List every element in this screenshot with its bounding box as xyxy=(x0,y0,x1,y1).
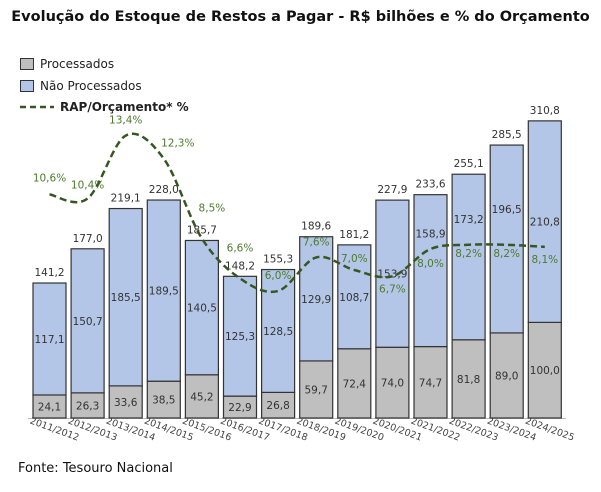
label-total: 181,2 xyxy=(339,229,369,241)
label-processados: 26,8 xyxy=(266,400,289,412)
label-nao-processados: 173,2 xyxy=(454,214,484,226)
label-rap: 7,0% xyxy=(341,253,368,265)
bar-nao-processados xyxy=(70,248,105,394)
label-rap: 6,6% xyxy=(227,242,254,254)
label-rap: 13,4% xyxy=(109,115,142,127)
chart-title: Evolução do Estoque de Restos a Pagar - … xyxy=(11,9,590,25)
label-nao-processados: 153,9 xyxy=(377,269,407,281)
label-processados: 74,7 xyxy=(419,377,442,389)
bar-nao-processados xyxy=(108,207,143,387)
label-total: 285,5 xyxy=(492,129,522,141)
label-total: 141,2 xyxy=(34,267,64,279)
bar-processados xyxy=(489,332,524,419)
bar-processados xyxy=(451,339,486,419)
bar-nao-processados xyxy=(222,275,258,397)
label-nao-processados: 117,1 xyxy=(34,334,64,346)
source-note: Fonte: Tesouro Nacional xyxy=(18,461,173,476)
label-processados: 45,2 xyxy=(190,391,213,403)
bar-nao-processados xyxy=(146,199,181,382)
label-nao-processados: 189,5 xyxy=(149,286,179,298)
label-processados: 22,9 xyxy=(228,402,251,414)
bar-processados xyxy=(299,360,334,419)
legend-dash xyxy=(20,105,54,109)
label-processados: 100,0 xyxy=(530,365,560,377)
label-total: 227,9 xyxy=(377,184,407,196)
label-rap: 10,6% xyxy=(33,172,66,184)
label-rap: 6,0% xyxy=(265,270,292,282)
label-total: 177,0 xyxy=(73,233,103,245)
legend-swatch xyxy=(20,80,34,92)
label-processados: 89,0 xyxy=(495,370,518,382)
label-nao-processados: 158,9 xyxy=(415,229,445,241)
label-nao-processados: 125,3 xyxy=(225,331,255,343)
label-total: 189,6 xyxy=(301,221,331,233)
label-total: 310,8 xyxy=(530,105,560,117)
bar-nao-processados xyxy=(413,194,448,348)
legend-rap: RAP/Orçamento* % xyxy=(20,100,189,114)
label-processados: 72,4 xyxy=(343,378,367,390)
bar-nao-processados xyxy=(184,239,219,376)
label-rap: 7,6% xyxy=(303,236,330,248)
bar-processados xyxy=(261,391,296,419)
label-rap: 8,5% xyxy=(199,203,226,215)
label-processados: 26,3 xyxy=(76,400,99,412)
bar-nao-processados xyxy=(32,282,67,396)
label-processados: 74,0 xyxy=(381,378,404,390)
label-rap: 8,2% xyxy=(493,248,520,260)
label-processados: 24,1 xyxy=(38,401,61,413)
label-rap: 6,7% xyxy=(379,283,406,295)
bar-nao-processados xyxy=(261,268,296,393)
bar-nao-processados xyxy=(527,120,562,323)
label-rap: 8,1% xyxy=(531,254,558,266)
bar-processados xyxy=(146,380,181,419)
label-nao-processados: 140,5 xyxy=(187,303,217,315)
label-total: 148,2 xyxy=(225,260,255,272)
label-total: 233,6 xyxy=(415,179,445,191)
label-processados: 33,6 xyxy=(114,397,138,409)
legend-processados: Processados xyxy=(20,57,114,71)
label-processados: 59,7 xyxy=(305,384,328,396)
bar-nao-processados xyxy=(489,144,524,334)
legend-label: Processados xyxy=(40,57,115,71)
label-nao-processados: 128,5 xyxy=(263,326,293,338)
bar-nao-processados xyxy=(337,244,372,350)
label-rap: 10,4% xyxy=(71,180,104,192)
bar-processados xyxy=(413,345,448,419)
rap-line xyxy=(49,132,545,294)
label-total: 228,0 xyxy=(149,184,179,196)
bar-processados xyxy=(375,346,410,419)
bar-processados xyxy=(108,385,143,419)
legend-label: Não Processados xyxy=(40,79,142,93)
label-total: 219,1 xyxy=(111,193,141,205)
label-total: 155,3 xyxy=(263,254,293,266)
legend-swatch xyxy=(20,58,34,70)
bar-nao-processados xyxy=(451,173,486,341)
legend-nao-processados: Não Processados xyxy=(20,79,142,93)
label-nao-processados: 196,5 xyxy=(492,204,522,216)
label-total: 255,1 xyxy=(454,158,484,170)
label-total: 185,7 xyxy=(187,224,217,236)
bar-nao-processados xyxy=(375,199,410,348)
label-rap: 8,2% xyxy=(455,248,482,260)
label-processados: 38,5 xyxy=(152,395,175,407)
label-nao-processados: 210,8 xyxy=(530,217,560,229)
label-rap: 12,3% xyxy=(161,138,194,150)
label-rap: 8,0% xyxy=(417,258,444,270)
label-nao-processados: 185,5 xyxy=(111,292,141,304)
legend-label: RAP/Orçamento* % xyxy=(60,100,189,114)
bar-processados xyxy=(70,392,105,419)
label-nao-processados: 108,7 xyxy=(339,292,369,304)
label-nao-processados: 129,9 xyxy=(301,294,331,306)
label-nao-processados: 150,7 xyxy=(73,316,103,328)
label-processados: 81,8 xyxy=(457,374,480,386)
